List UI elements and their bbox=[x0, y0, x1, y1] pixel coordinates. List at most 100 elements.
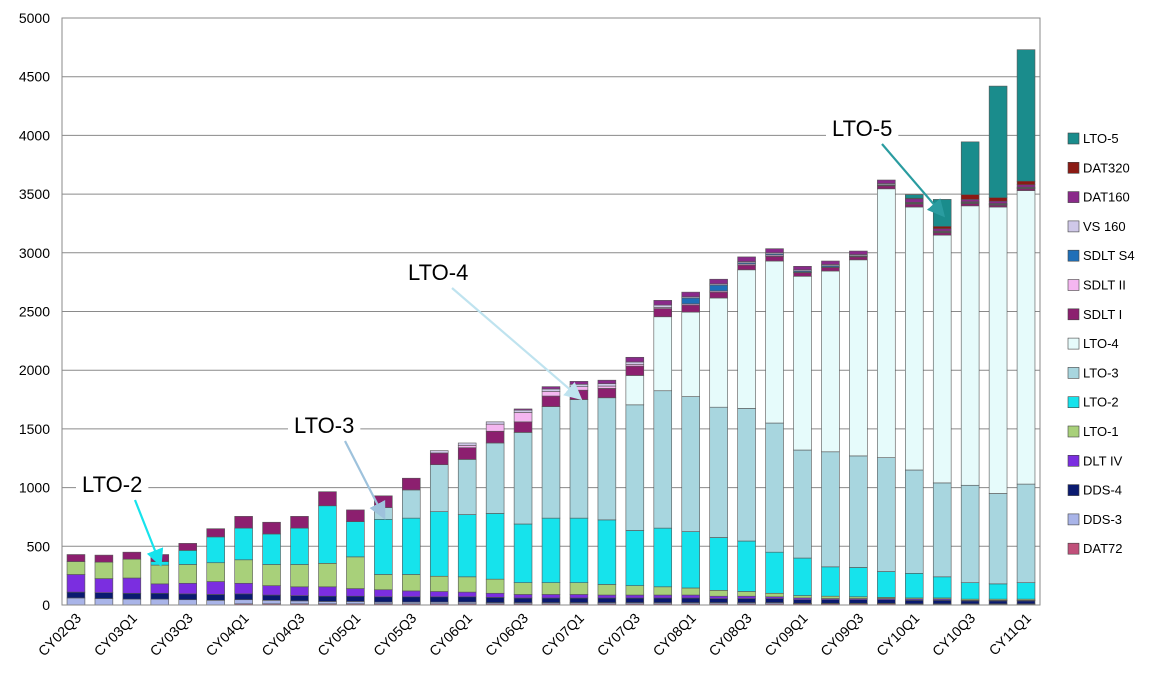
legend-item-lto-5: LTO-5 bbox=[1067, 131, 1119, 146]
bar-segment-dlt-iv bbox=[94, 578, 114, 593]
annotation-label: LTO-3 bbox=[294, 413, 354, 438]
bar-segment-dlt-iv bbox=[402, 590, 421, 598]
x-tick-label: CY02Q3 bbox=[35, 610, 84, 659]
bar-segment-lto-2 bbox=[877, 571, 896, 598]
bar-segment-vs-160 bbox=[485, 421, 505, 425]
legend-swatch bbox=[1067, 542, 1080, 555]
bar-segment-lto-4 bbox=[793, 275, 812, 451]
bar-segment-sdlt-ii bbox=[541, 391, 561, 397]
y-tick-label: 1500 bbox=[19, 421, 50, 437]
bar-segment-dlt-iv bbox=[178, 582, 197, 595]
bar-segment-dds-3 bbox=[346, 601, 365, 605]
bar-segment-lto-1 bbox=[653, 586, 673, 596]
legend-swatch bbox=[1067, 220, 1080, 233]
bar-segment-dat160 bbox=[849, 250, 868, 255]
bar-segment-sdlt-i bbox=[737, 264, 756, 271]
bar-segment-vs-160 bbox=[653, 304, 673, 308]
bar-segment-lto-1 bbox=[541, 582, 561, 595]
x-tick-label: CY04Q1 bbox=[202, 610, 251, 659]
bar-segment-lto-2 bbox=[932, 576, 952, 599]
bar-segment-dlt-iv bbox=[290, 586, 309, 596]
bar-segment-lto-3 bbox=[457, 459, 477, 515]
bar-segment-sdlt-ii bbox=[457, 445, 477, 448]
bar-segment-sdlt-i bbox=[793, 272, 812, 277]
bar-segment-dlt-iv bbox=[737, 595, 756, 599]
bar-segment-lto-1 bbox=[178, 564, 197, 584]
bar-segment-dds-4 bbox=[429, 596, 449, 603]
bar-segment-sdlt-i bbox=[849, 256, 868, 261]
x-tick-label: CY10Q1 bbox=[873, 610, 922, 659]
bar-segment-lto-2 bbox=[513, 523, 533, 583]
bar-segment-lto-5 bbox=[905, 194, 924, 199]
bar-segment-lto-2 bbox=[346, 521, 365, 558]
bar-segment-lto-4 bbox=[625, 375, 645, 406]
legend-swatch bbox=[1067, 162, 1080, 174]
bar-segment-sdlt-i bbox=[94, 554, 114, 563]
bar-segment-dds-4 bbox=[737, 598, 756, 603]
bar-segment-dds-4 bbox=[513, 597, 533, 603]
bar-segment-dds-4 bbox=[653, 597, 673, 603]
bar-segment-lto-2 bbox=[374, 518, 393, 575]
bar-segment-lto-3 bbox=[849, 455, 868, 568]
legend-swatch bbox=[1067, 425, 1080, 438]
bar-segment-lto-2 bbox=[541, 517, 561, 583]
bar-segment-dlt-iv bbox=[429, 591, 449, 598]
bar-segment-vs-160 bbox=[625, 361, 645, 365]
x-tick-label: CY10Q3 bbox=[929, 610, 978, 659]
bar-segment-lto-1 bbox=[625, 585, 645, 596]
bar-segment-sdlt-i bbox=[346, 509, 365, 522]
bar-segment-dat160 bbox=[905, 198, 924, 203]
legend-item-dds-4: DDS-4 bbox=[1067, 483, 1122, 498]
bar-segment-sdlt-i bbox=[429, 452, 449, 466]
legend-label: LTO-5 bbox=[1083, 131, 1119, 146]
bar-segment-dlt-iv bbox=[234, 582, 253, 595]
x-tick-label: CY05Q1 bbox=[314, 610, 363, 659]
bars bbox=[66, 49, 1036, 606]
legend-item-sdlt-i: SDLT I bbox=[1067, 307, 1122, 322]
bar-segment-sdlt-ii bbox=[513, 412, 533, 423]
bar-segment-sdlt-i bbox=[262, 521, 281, 535]
bar-segment-lto-4 bbox=[653, 316, 673, 392]
annotation-label-background bbox=[76, 470, 149, 499]
annotation-label-background bbox=[288, 411, 361, 440]
annotation-label: LTO-2 bbox=[82, 472, 142, 497]
bar-segment-sdlt-i bbox=[681, 304, 700, 313]
annotation-label-background bbox=[826, 114, 899, 143]
bar-segment-lto-2 bbox=[793, 557, 812, 596]
x-tick-label: CY07Q1 bbox=[538, 610, 587, 659]
bar-segment-dat160 bbox=[793, 266, 812, 271]
bar-segment-lto-4 bbox=[877, 188, 896, 458]
bar-segment-lto-2 bbox=[988, 583, 1008, 600]
x-axis: CY02Q3 CY03Q1 CY03Q3 CY04Q1 CY04Q3 CY05Q1 CY05… bbox=[35, 604, 1040, 659]
y-tick-label: 2500 bbox=[19, 304, 50, 320]
bar-segment-lto-3 bbox=[681, 396, 700, 532]
x-tick-label: CY09Q3 bbox=[817, 610, 866, 659]
legend-swatch bbox=[1067, 454, 1080, 467]
bar-segment-sdlt-i bbox=[457, 447, 477, 460]
legend-label: LTO-4 bbox=[1083, 336, 1119, 351]
bar-segment-lto-2 bbox=[597, 519, 617, 585]
y-tick-label: 3000 bbox=[19, 245, 50, 261]
bar-segment-lto-1 bbox=[765, 592, 784, 598]
legend-swatch bbox=[1067, 367, 1080, 379]
bar-segment-lto-1 bbox=[318, 563, 337, 588]
bar-segment-lto-1 bbox=[262, 564, 281, 586]
bar-segment-lto-3 bbox=[541, 406, 561, 519]
legend-swatch bbox=[1067, 513, 1080, 526]
bar-segment-dat160 bbox=[541, 386, 561, 390]
bar-segment-dat160 bbox=[988, 200, 1008, 204]
bar-segment-lto-3 bbox=[485, 442, 505, 514]
legend-item-lto-2: LTO-2 bbox=[1067, 395, 1119, 410]
legend-item-vs-160: VS 160 bbox=[1067, 219, 1126, 234]
annotation-arrow bbox=[451, 287, 583, 401]
bar-segment-dds-3 bbox=[178, 599, 197, 606]
bar-segment-sdlt-s4 bbox=[681, 297, 700, 305]
bar-segment-lto-2 bbox=[429, 511, 449, 577]
bar-segment-vs-160 bbox=[569, 383, 589, 387]
bar-segment-lto-3 bbox=[988, 493, 1008, 585]
legend-swatch bbox=[1067, 279, 1080, 291]
bar-segment-sdlt-i bbox=[653, 308, 673, 318]
bar-segment-dlt-iv bbox=[653, 594, 673, 599]
legend-swatch bbox=[1067, 191, 1080, 203]
bar-segment-dds-3 bbox=[66, 597, 86, 606]
